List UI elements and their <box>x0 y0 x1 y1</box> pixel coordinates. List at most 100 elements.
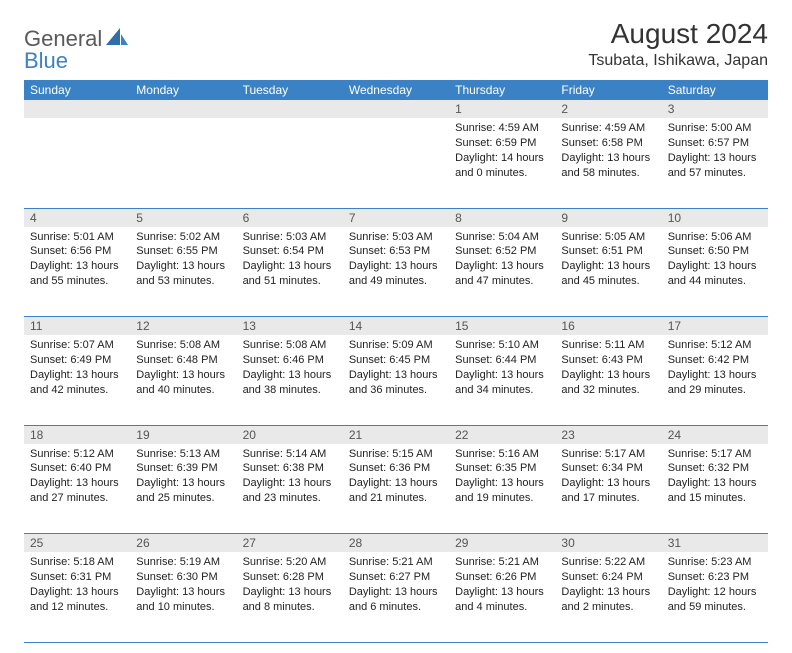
day-cell-body: Sunrise: 5:08 AMSunset: 6:48 PMDaylight:… <box>130 335 236 403</box>
daylight-text: Daylight: 13 hours and 45 minutes. <box>561 259 655 289</box>
day-number-cell: 1 <box>449 100 555 118</box>
sunset-text: Sunset: 6:23 PM <box>668 570 762 585</box>
day-number-cell: 9 <box>555 208 661 227</box>
day-cell-body: Sunrise: 5:22 AMSunset: 6:24 PMDaylight:… <box>555 552 661 620</box>
sunset-text: Sunset: 6:58 PM <box>561 136 655 151</box>
day-cell-body: Sunrise: 5:16 AMSunset: 6:35 PMDaylight:… <box>449 444 555 512</box>
day-cell: Sunrise: 5:10 AMSunset: 6:44 PMDaylight:… <box>449 335 555 425</box>
day-cell: Sunrise: 5:03 AMSunset: 6:54 PMDaylight:… <box>237 227 343 317</box>
sunrise-text: Sunrise: 5:13 AM <box>136 447 230 462</box>
sunrise-text: Sunrise: 5:11 AM <box>561 338 655 353</box>
sunrise-text: Sunrise: 5:12 AM <box>30 447 124 462</box>
day-cell-body: Sunrise: 5:17 AMSunset: 6:32 PMDaylight:… <box>662 444 768 512</box>
day-cell: Sunrise: 5:15 AMSunset: 6:36 PMDaylight:… <box>343 444 449 534</box>
day-cell-body: Sunrise: 5:05 AMSunset: 6:51 PMDaylight:… <box>555 227 661 295</box>
daylight-text: Daylight: 13 hours and 27 minutes. <box>30 476 124 506</box>
day-cell-body: Sunrise: 5:21 AMSunset: 6:27 PMDaylight:… <box>343 552 449 620</box>
day-number-cell: 13 <box>237 317 343 336</box>
day-number-cell: 31 <box>662 534 768 553</box>
day-cell: Sunrise: 5:09 AMSunset: 6:45 PMDaylight:… <box>343 335 449 425</box>
day-number-cell: 28 <box>343 534 449 553</box>
day-header: Sunday <box>24 80 130 100</box>
content-row: Sunrise: 5:01 AMSunset: 6:56 PMDaylight:… <box>24 227 768 317</box>
sunrise-text: Sunrise: 5:04 AM <box>455 230 549 245</box>
sunrise-text: Sunrise: 5:21 AM <box>455 555 549 570</box>
daylight-text: Daylight: 13 hours and 34 minutes. <box>455 368 549 398</box>
day-cell-body: Sunrise: 5:12 AMSunset: 6:40 PMDaylight:… <box>24 444 130 512</box>
day-cell-body: Sunrise: 5:19 AMSunset: 6:30 PMDaylight:… <box>130 552 236 620</box>
day-number-cell: 22 <box>449 425 555 444</box>
sunrise-text: Sunrise: 5:06 AM <box>668 230 762 245</box>
day-cell-body: Sunrise: 5:01 AMSunset: 6:56 PMDaylight:… <box>24 227 130 295</box>
daylight-text: Daylight: 13 hours and 25 minutes. <box>136 476 230 506</box>
day-number-cell: 19 <box>130 425 236 444</box>
day-number-cell: 25 <box>24 534 130 553</box>
day-header: Wednesday <box>343 80 449 100</box>
day-cell: Sunrise: 4:59 AMSunset: 6:59 PMDaylight:… <box>449 118 555 208</box>
day-number-cell: 18 <box>24 425 130 444</box>
day-cell: Sunrise: 5:22 AMSunset: 6:24 PMDaylight:… <box>555 552 661 642</box>
day-cell: Sunrise: 5:12 AMSunset: 6:42 PMDaylight:… <box>662 335 768 425</box>
day-number-cell: 29 <box>449 534 555 553</box>
sunrise-text: Sunrise: 5:00 AM <box>668 121 762 136</box>
brand-logo: GeneralBlue <box>24 18 128 74</box>
sunrise-text: Sunrise: 5:08 AM <box>243 338 337 353</box>
sunrise-text: Sunrise: 5:02 AM <box>136 230 230 245</box>
daynum-row: 123 <box>24 100 768 118</box>
daylight-text: Daylight: 13 hours and 58 minutes. <box>561 151 655 181</box>
sunrise-text: Sunrise: 5:03 AM <box>243 230 337 245</box>
daynum-row: 45678910 <box>24 208 768 227</box>
day-cell-body: Sunrise: 5:23 AMSunset: 6:23 PMDaylight:… <box>662 552 768 620</box>
sunset-text: Sunset: 6:38 PM <box>243 461 337 476</box>
day-number-cell: 5 <box>130 208 236 227</box>
day-cell: Sunrise: 5:18 AMSunset: 6:31 PMDaylight:… <box>24 552 130 642</box>
day-number-cell: 30 <box>555 534 661 553</box>
sunset-text: Sunset: 6:43 PM <box>561 353 655 368</box>
content-row: Sunrise: 5:12 AMSunset: 6:40 PMDaylight:… <box>24 444 768 534</box>
day-header: Saturday <box>662 80 768 100</box>
sunrise-text: Sunrise: 5:18 AM <box>30 555 124 570</box>
sunset-text: Sunset: 6:36 PM <box>349 461 443 476</box>
day-cell-body: Sunrise: 4:59 AMSunset: 6:59 PMDaylight:… <box>449 118 555 186</box>
day-cell-body: Sunrise: 5:03 AMSunset: 6:54 PMDaylight:… <box>237 227 343 295</box>
sunset-text: Sunset: 6:27 PM <box>349 570 443 585</box>
day-cell: Sunrise: 5:00 AMSunset: 6:57 PMDaylight:… <box>662 118 768 208</box>
daylight-text: Daylight: 13 hours and 15 minutes. <box>668 476 762 506</box>
sunrise-text: Sunrise: 5:14 AM <box>243 447 337 462</box>
day-cell-body: Sunrise: 5:08 AMSunset: 6:46 PMDaylight:… <box>237 335 343 403</box>
daylight-text: Daylight: 13 hours and 12 minutes. <box>30 585 124 615</box>
day-cell: Sunrise: 4:59 AMSunset: 6:58 PMDaylight:… <box>555 118 661 208</box>
day-cell: Sunrise: 5:13 AMSunset: 6:39 PMDaylight:… <box>130 444 236 534</box>
sunrise-text: Sunrise: 4:59 AM <box>455 121 549 136</box>
sunset-text: Sunset: 6:24 PM <box>561 570 655 585</box>
day-cell-body: Sunrise: 5:21 AMSunset: 6:26 PMDaylight:… <box>449 552 555 620</box>
sunset-text: Sunset: 6:34 PM <box>561 461 655 476</box>
daynum-row: 18192021222324 <box>24 425 768 444</box>
day-cell: Sunrise: 5:12 AMSunset: 6:40 PMDaylight:… <box>24 444 130 534</box>
daylight-text: Daylight: 13 hours and 57 minutes. <box>668 151 762 181</box>
sunrise-text: Sunrise: 5:21 AM <box>349 555 443 570</box>
daylight-text: Daylight: 13 hours and 19 minutes. <box>455 476 549 506</box>
sunrise-text: Sunrise: 5:12 AM <box>668 338 762 353</box>
sunset-text: Sunset: 6:28 PM <box>243 570 337 585</box>
day-number-cell: 27 <box>237 534 343 553</box>
day-cell-body: Sunrise: 5:13 AMSunset: 6:39 PMDaylight:… <box>130 444 236 512</box>
day-cell: Sunrise: 5:07 AMSunset: 6:49 PMDaylight:… <box>24 335 130 425</box>
day-number-cell: 8 <box>449 208 555 227</box>
daylight-text: Daylight: 13 hours and 6 minutes. <box>349 585 443 615</box>
content-row: Sunrise: 5:07 AMSunset: 6:49 PMDaylight:… <box>24 335 768 425</box>
day-cell-body: Sunrise: 5:11 AMSunset: 6:43 PMDaylight:… <box>555 335 661 403</box>
day-number-cell: 14 <box>343 317 449 336</box>
day-number-cell: 2 <box>555 100 661 118</box>
sunset-text: Sunset: 6:26 PM <box>455 570 549 585</box>
day-cell: Sunrise: 5:08 AMSunset: 6:48 PMDaylight:… <box>130 335 236 425</box>
day-cell: Sunrise: 5:21 AMSunset: 6:27 PMDaylight:… <box>343 552 449 642</box>
day-cell: Sunrise: 5:11 AMSunset: 6:43 PMDaylight:… <box>555 335 661 425</box>
day-number-cell: 23 <box>555 425 661 444</box>
daylight-text: Daylight: 13 hours and 17 minutes. <box>561 476 655 506</box>
sunset-text: Sunset: 6:40 PM <box>30 461 124 476</box>
daylight-text: Daylight: 13 hours and 32 minutes. <box>561 368 655 398</box>
day-cell-body: Sunrise: 4:59 AMSunset: 6:58 PMDaylight:… <box>555 118 661 186</box>
content-row: Sunrise: 4:59 AMSunset: 6:59 PMDaylight:… <box>24 118 768 208</box>
sunset-text: Sunset: 6:39 PM <box>136 461 230 476</box>
